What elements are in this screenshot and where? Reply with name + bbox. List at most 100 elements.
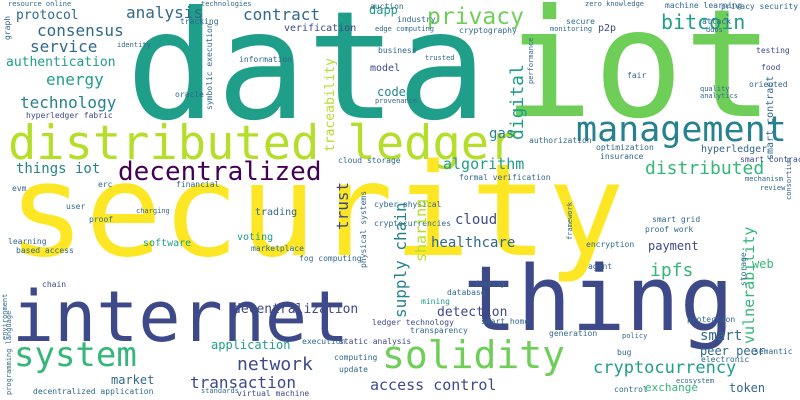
word-contract: contract	[243, 5, 321, 24]
word-decentralized-application: decentralized application	[33, 387, 154, 396]
word-ddos: ddos	[706, 26, 723, 34]
word-exchange: exchange	[645, 381, 698, 394]
word-oracle: oracle	[175, 90, 204, 99]
word-optimization: optimization	[596, 143, 654, 152]
word-framework: framework	[566, 202, 574, 240]
word-quality: quality	[700, 85, 730, 93]
word-decentralization: decentralization	[233, 302, 359, 317]
word-protocol: protocol	[16, 8, 79, 23]
word-agent: agent	[588, 262, 613, 271]
word-execution: execution	[302, 337, 346, 346]
word-data: data	[126, 0, 488, 154]
word-performance: performance	[527, 37, 535, 84]
word-symbolic-execution: symbolic execution	[205, 23, 214, 110]
word-supply-chain: supply chain	[391, 202, 410, 318]
word-industry: industry	[397, 15, 436, 24]
word-computing: computing	[334, 353, 378, 362]
word-hyperledger-fabric: hyperledger fabric	[26, 111, 113, 120]
word-based-access: based access	[16, 246, 74, 255]
word-trading: trading	[255, 207, 298, 218]
word-distributed: distributed	[645, 158, 765, 179]
word-ecosystem: ecosystem	[676, 377, 714, 385]
word-cryptography: cryptography	[459, 26, 517, 35]
word-token: token	[729, 381, 766, 395]
word-cloud-storage: cloud storage	[338, 156, 401, 165]
word-network: network	[237, 354, 313, 375]
word-authentication: authentication	[6, 55, 116, 70]
word-auction: auction	[370, 2, 404, 11]
word-smart-contract-v: smart contract	[765, 75, 776, 160]
word-management: management	[576, 110, 787, 150]
word-database: database	[447, 288, 486, 297]
word-analysis: analysis	[126, 3, 204, 22]
word-electronic: electronic	[701, 355, 750, 364]
word-healthcare: healthcare	[431, 235, 516, 251]
word-policy: policy	[622, 332, 648, 340]
word-bug: bug	[617, 348, 632, 357]
word-identity: identity	[117, 41, 151, 49]
word-provenance: provenance	[375, 97, 418, 105]
word-verification: verification	[284, 23, 357, 34]
word-tracking: tracking	[180, 17, 219, 26]
word-smart-home: smart home	[481, 317, 530, 326]
word-cryptocurrencies: cryptocurrencies	[374, 219, 452, 228]
word-encryption: encryption	[586, 240, 635, 249]
word-static-analysis: static analysis	[339, 337, 412, 346]
word-system: system	[14, 335, 137, 375]
word-gas: gas	[489, 126, 515, 142]
word-solidity: solidity	[382, 333, 566, 377]
word-bitcoin: bitcoin	[661, 10, 746, 34]
word-cryptocurrency: cryptocurrency	[593, 358, 737, 378]
word-consortium: consortium	[785, 157, 793, 200]
word-physical-systems: physical systems	[359, 190, 368, 268]
word-model: model	[370, 63, 401, 74]
word-access-control: access control	[370, 376, 497, 394]
word-update: update	[339, 365, 368, 374]
word-distributed-ledger: distributed ledger	[8, 116, 518, 171]
word-mechanism: mechanism	[745, 175, 783, 183]
word-technologies: technologies	[201, 0, 252, 8]
word-thing: thing	[463, 247, 734, 352]
word-internet: internet	[12, 276, 350, 358]
word-analytics: analytics	[700, 92, 738, 100]
word-machine-learning: machine learning	[665, 1, 743, 10]
word-generation: generation	[549, 329, 598, 338]
word-learning: learning	[8, 237, 47, 246]
word-information: information	[239, 55, 292, 64]
word-monitoring: monitoring	[550, 25, 593, 33]
word-erc: erc	[98, 180, 113, 189]
word-sharing: sharing	[412, 198, 430, 262]
word-financial: financial	[176, 180, 220, 189]
word-insurance: insurance	[600, 152, 644, 161]
word-algorithm: algorithm	[443, 155, 525, 173]
word-authorization: authorization	[529, 136, 592, 145]
word-transaction: transaction	[190, 373, 296, 392]
word-trusted: trusted	[425, 54, 455, 62]
word-secure: secure	[566, 17, 595, 26]
word-evm: evm	[12, 184, 27, 193]
word-detection: detection	[437, 305, 508, 320]
word-consensus: consensus	[37, 21, 124, 40]
word-smart: smart	[700, 328, 743, 344]
word-smart-contract: smart contract	[740, 155, 800, 164]
word-standards: standards	[201, 387, 239, 395]
word-attack: attack	[702, 17, 731, 26]
word-ipfs: ipfs	[650, 260, 694, 281]
word-chain: chain	[42, 280, 67, 289]
word-code: code	[377, 85, 406, 99]
word-digital: digital	[507, 64, 528, 140]
word-iot: iot	[503, 0, 774, 152]
word-marketplace: marketplace	[251, 244, 304, 253]
word-privacy: privacy	[427, 4, 524, 30]
word-energy: energy	[46, 70, 104, 89]
word-security: security	[8, 137, 625, 286]
word-testing: testing	[756, 46, 790, 55]
word-graph: graph	[3, 15, 12, 40]
word-voting: voting	[237, 232, 274, 243]
word-traceability: traceability	[323, 58, 338, 152]
word-application: application	[211, 338, 291, 352]
word-protection: protection	[687, 315, 736, 324]
word-semantic: semantic	[754, 347, 793, 356]
word-fuzzing: fuzzing	[475, 280, 505, 288]
word-ledger-technology: ledger technology	[372, 318, 454, 327]
